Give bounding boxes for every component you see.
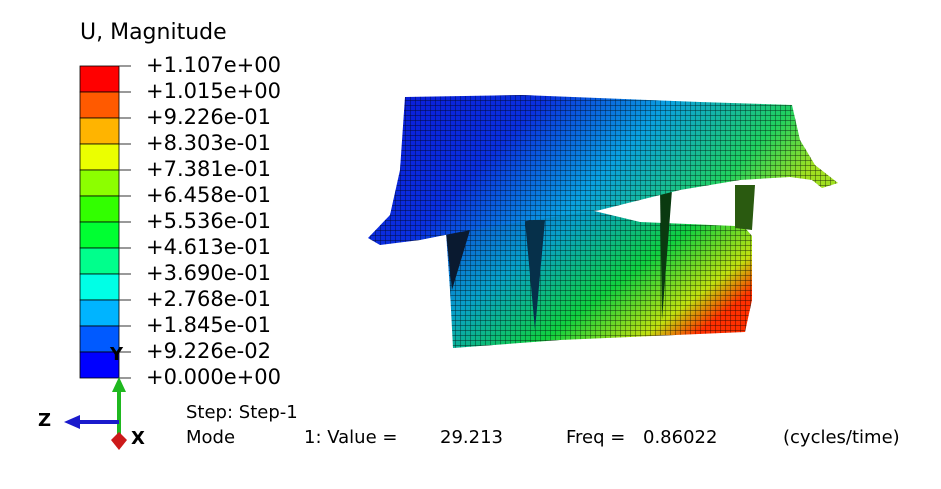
column bbox=[660, 190, 672, 320]
legend-band bbox=[79, 351, 120, 379]
legend-label: +7.381e-01 bbox=[146, 157, 271, 181]
freq-label: Freq = bbox=[566, 427, 626, 448]
legend-label: +9.226e-02 bbox=[146, 339, 271, 363]
column bbox=[525, 220, 545, 330]
legend-label: +3.690e-01 bbox=[146, 261, 271, 285]
legend-band bbox=[79, 91, 120, 119]
column bbox=[446, 230, 470, 290]
triad-x-label: X bbox=[131, 428, 145, 449]
legend-label: +1.107e+00 bbox=[146, 53, 281, 77]
y-arrowhead-icon bbox=[112, 377, 126, 392]
x-axis-marker bbox=[111, 432, 127, 450]
legend-label: +8.303e-01 bbox=[146, 131, 271, 155]
legend-label: +1.015e+00 bbox=[146, 79, 281, 103]
legend-label: +1.845e-01 bbox=[146, 313, 271, 337]
frequency-units: (cycles/time) bbox=[783, 427, 900, 448]
mode-value-label: 1: Value = bbox=[304, 427, 398, 448]
legend-label: +4.613e-01 bbox=[146, 235, 271, 259]
legend-band bbox=[79, 273, 120, 301]
legend-label: +5.536e-01 bbox=[146, 209, 271, 233]
legend-label: +9.226e-01 bbox=[146, 105, 271, 129]
z-arrowhead-icon bbox=[64, 415, 80, 429]
frequency: 0.86022 bbox=[643, 427, 718, 448]
legend-label: +2.768e-01 bbox=[146, 287, 271, 311]
eigenvalue: 29.213 bbox=[440, 427, 503, 448]
triad-z-label: Z bbox=[38, 410, 52, 431]
legend-title: U, Magnitude bbox=[80, 20, 227, 45]
legend-band bbox=[79, 299, 120, 327]
roof-mesh-lines bbox=[368, 95, 838, 245]
column bbox=[735, 185, 755, 230]
triad-y-label: Y bbox=[110, 344, 124, 365]
legend-label: +6.458e-01 bbox=[146, 183, 271, 207]
mode-label: Mode bbox=[186, 427, 236, 448]
orientation-triad[interactable] bbox=[64, 377, 127, 450]
legend-band bbox=[79, 247, 120, 275]
legend-band bbox=[79, 65, 120, 93]
step-text: Step: Step-1 bbox=[186, 402, 298, 423]
legend-label: +0.000e+00 bbox=[146, 365, 281, 389]
deformed-mesh bbox=[368, 95, 838, 348]
wall-mesh-lines bbox=[446, 208, 752, 348]
